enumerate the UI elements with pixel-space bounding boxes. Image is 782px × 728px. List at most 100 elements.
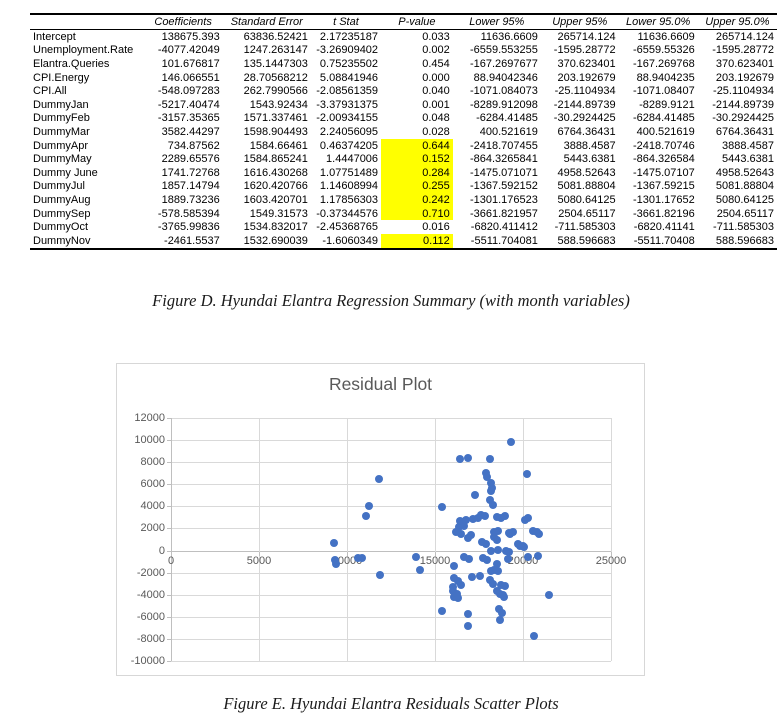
scatter-point	[488, 580, 497, 588]
scatter-point	[500, 593, 509, 602]
p-value-cell: 0.016	[422, 221, 450, 234]
y-tick-mark	[167, 528, 171, 530]
value-cell: 1603.420701	[243, 193, 308, 206]
y-gridline	[171, 484, 611, 486]
y-gridline	[171, 506, 611, 508]
x-gridline	[611, 418, 612, 661]
x-tick-mark	[523, 551, 524, 556]
row-label: CPI.All	[33, 85, 67, 98]
row-label: DummyMay	[33, 153, 92, 166]
value-cell: -578.585394	[157, 207, 220, 220]
scatter-point	[544, 591, 553, 600]
value-cell: -6820.41141	[633, 221, 695, 234]
scatter-point	[454, 522, 463, 531]
plot-area: 0 5000 10000 15000 20000 25000	[167, 418, 626, 662]
value-cell: 2.17235187	[319, 30, 379, 43]
column-header: Upper 95%	[540, 14, 619, 30]
scatter-point	[482, 540, 491, 549]
x-tick-mark	[171, 551, 172, 556]
value-cell: 4958.52643	[557, 166, 616, 179]
scatter-point	[520, 543, 529, 552]
y-gridline	[171, 418, 611, 419]
scatter-point	[487, 486, 496, 495]
y-tick-label: -4000	[136, 588, 165, 601]
scatter-point	[467, 531, 476, 540]
row-label: Dummy June	[33, 166, 98, 179]
value-cell: 0.75235502	[319, 57, 379, 70]
scatter-point	[530, 631, 539, 640]
value-cell: 5443.6381	[722, 153, 774, 166]
value-cell: -8289.9121	[639, 98, 695, 111]
column-header: Lower 95.0%	[618, 14, 698, 30]
y-tick-label: -8000	[136, 632, 165, 645]
value-cell: -5217.40474	[157, 98, 220, 111]
value-cell: 3582.44297	[161, 125, 220, 138]
value-cell: 6764.36431	[557, 125, 616, 138]
x-gridline	[259, 418, 260, 661]
scatter-point	[376, 570, 385, 579]
x-gridline	[171, 418, 172, 661]
value-cell: 1.17856303	[319, 193, 379, 206]
chart-title: Residual Plot	[328, 374, 433, 394]
y-gridline	[171, 594, 611, 596]
value-cell: 400.521619	[479, 125, 538, 138]
value-cell: -3661.82196	[632, 207, 695, 220]
value-cell: -2144.89739	[712, 98, 774, 111]
x-gridline	[347, 418, 348, 661]
y-tick-label: 8000	[140, 456, 165, 469]
value-cell: -711.585303	[554, 221, 616, 234]
scatter-point	[365, 502, 374, 511]
value-cell: 400.521619	[636, 125, 695, 138]
value-cell: 2289.65576	[161, 153, 220, 166]
value-cell: -25.1104934	[554, 85, 616, 98]
scatter-point	[454, 594, 463, 603]
scatter-point	[523, 553, 532, 562]
y-gridline	[171, 572, 611, 574]
value-cell: 1584.865241	[243, 153, 308, 166]
row-label: DummyFeb	[33, 112, 90, 125]
value-cell: 5.08841946	[319, 71, 379, 84]
y-tick-mark	[167, 550, 171, 552]
y-tick-label: -10000	[130, 655, 165, 667]
column-header: Upper 95.0%	[697, 14, 777, 30]
y-tick-mark	[167, 462, 171, 464]
value-cell: 1247.263147	[243, 44, 308, 57]
y-tick-mark	[167, 506, 171, 508]
scatter-point	[482, 555, 491, 564]
table-row: CPI.All -548.097283 262.7990566 -2.08561359…	[30, 84, 777, 98]
value-cell: -1475.071071	[469, 166, 538, 179]
value-cell: 1598.904493	[243, 125, 308, 138]
scatter-point	[493, 535, 502, 544]
value-cell: -5511.70408	[633, 234, 695, 247]
value-cell: 138675.393	[161, 30, 220, 43]
p-value-cell: 0.000	[422, 71, 450, 84]
table-row: DummyFeb -3157.35365 1571.337461 -2.0093415…	[30, 112, 777, 126]
table-row: DummyNov -2461.5537 1532.690039 -1.6060349 0…	[30, 233, 777, 249]
scatter-point	[455, 454, 464, 463]
scatter-point	[497, 609, 506, 618]
value-cell: -3.37931375	[316, 98, 379, 111]
column-header: P-value	[381, 14, 453, 30]
value-cell: 734.87562	[167, 139, 220, 152]
scatter-point	[478, 554, 487, 563]
scatter-point	[329, 538, 338, 547]
regression-summary: Coefficients Standard Error t Stat P-value L…	[30, 13, 777, 250]
value-cell: 28.70568212	[243, 71, 308, 84]
value-cell: 1.07751489	[319, 166, 379, 179]
value-cell: 135.1447303	[243, 57, 308, 70]
scatter-point	[437, 607, 446, 616]
scatter-point	[464, 622, 473, 631]
scatter-point	[457, 580, 466, 589]
scatter-point	[471, 491, 480, 500]
p-value-cell: 0.028	[422, 125, 450, 138]
row-label: Unemployment.Rate	[33, 44, 134, 57]
y-tick-label: 10000	[134, 434, 165, 447]
x-tick-mark	[435, 551, 436, 556]
value-cell: -1367.592152	[469, 180, 538, 193]
value-cell: -167.2697677	[469, 57, 538, 70]
table-row: DummyApr 734.87562 1584.66461 0.46374205 0.6…	[30, 138, 777, 153]
value-cell: -3661.821957	[469, 207, 538, 220]
value-cell: 1741.72768	[161, 166, 220, 179]
scatter-point	[438, 503, 447, 512]
x-tick-label: 5000	[246, 554, 272, 567]
